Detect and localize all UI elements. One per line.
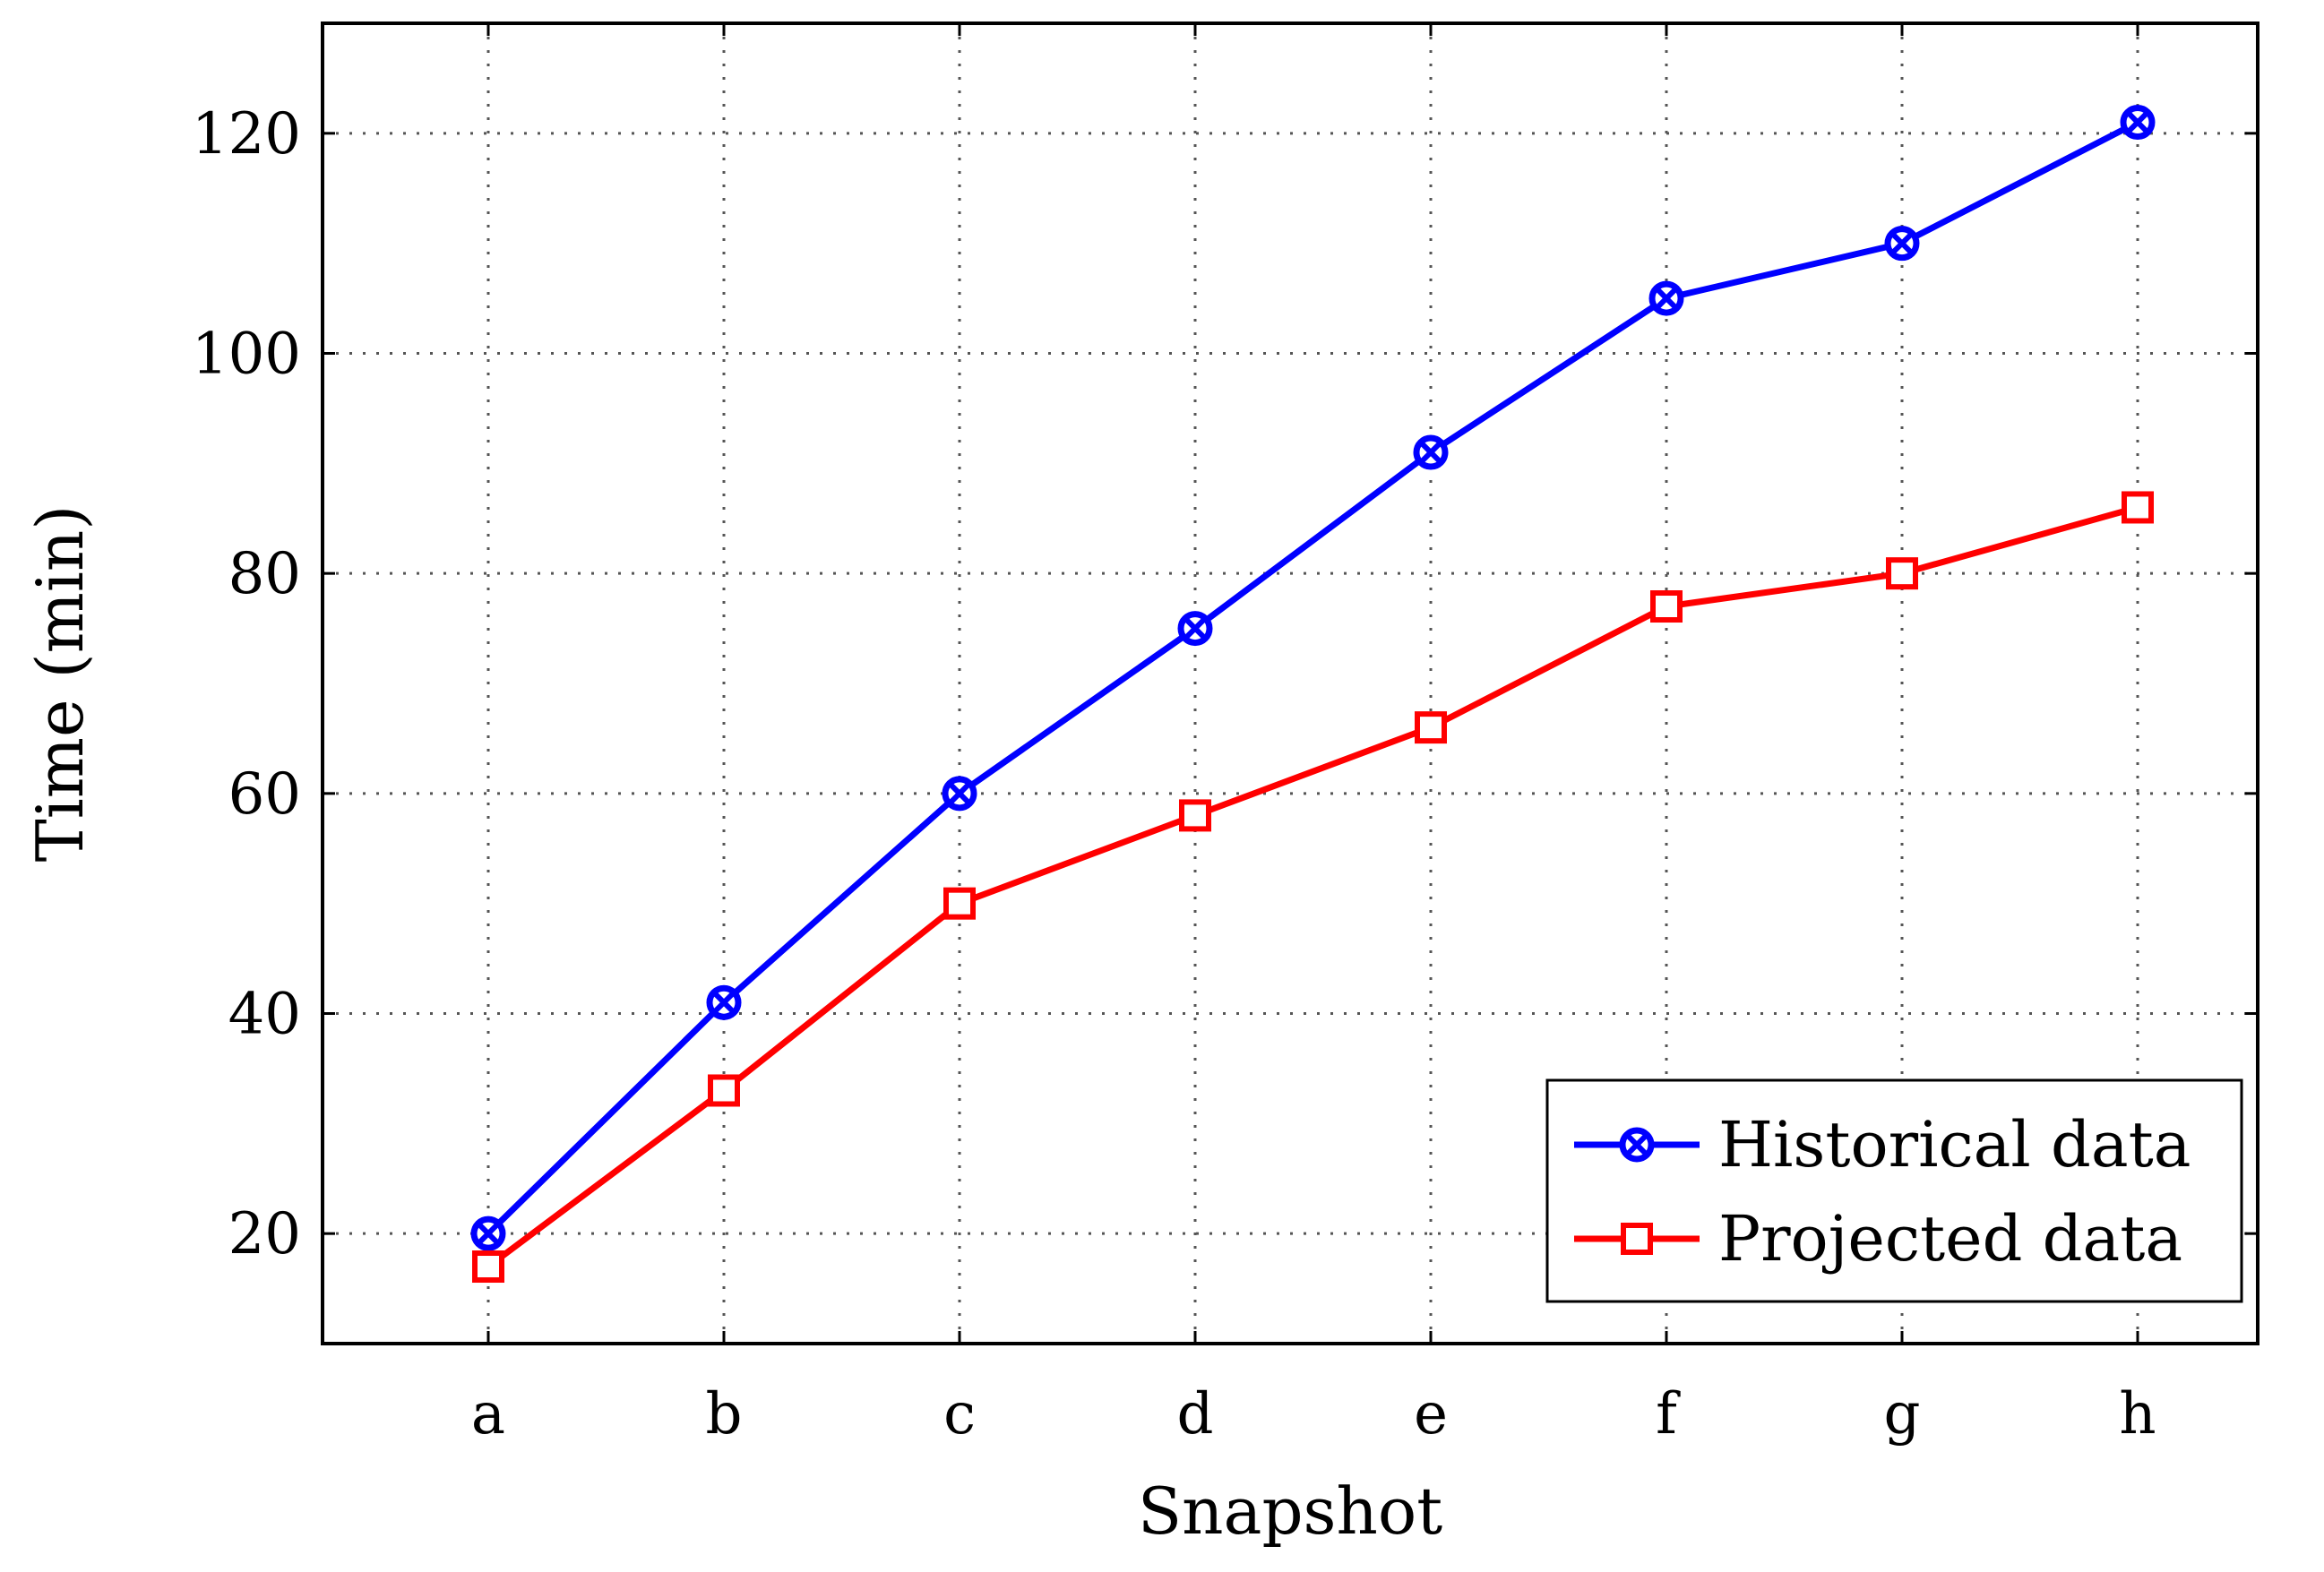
x-tick-label: b — [706, 1381, 743, 1447]
data-point — [1413, 434, 1449, 470]
data-point — [472, 1250, 504, 1284]
legend-box — [1545, 1078, 2243, 1303]
data-point — [1648, 280, 1684, 316]
legend: Historical data Projected data — [1545, 1078, 2243, 1303]
series-line — [486, 119, 2139, 1236]
data-point — [1650, 590, 1683, 623]
data-point — [470, 1216, 506, 1251]
data-point — [943, 887, 976, 920]
y-tick-label: 60 — [228, 761, 301, 828]
legend-marker — [1619, 1127, 1655, 1163]
y-tick-label: 100 — [192, 322, 301, 388]
x-tick-label: a — [471, 1381, 505, 1447]
legend-marker — [1621, 1223, 1653, 1255]
data-point — [708, 1074, 740, 1107]
series-layer — [470, 105, 2156, 1284]
legend-entry: Projected data — [1574, 1202, 2182, 1276]
x-tick-label: e — [1414, 1381, 1448, 1447]
plot-area-frame — [321, 21, 2259, 1345]
axis-ticks — [323, 23, 2258, 1344]
data-point — [942, 776, 977, 812]
data-point — [1886, 557, 1918, 590]
series-2 — [472, 491, 2154, 1284]
y-tick-label: 40 — [228, 982, 301, 1048]
y-tick-labels: 20 40 60 80 100 120 — [192, 101, 301, 1267]
data-point — [1179, 799, 1211, 832]
y-tick-label: 120 — [192, 101, 301, 168]
legend-label: Historical data — [1718, 1108, 2191, 1181]
series-line — [486, 504, 2139, 1269]
x-tick-label: g — [1884, 1381, 1921, 1447]
data-point — [1884, 226, 1920, 262]
data-point — [1415, 711, 1447, 744]
x-tick-label: f — [1656, 1381, 1681, 1447]
data-point — [1177, 611, 1213, 647]
x-tick-label: d — [1177, 1381, 1214, 1447]
grid-lines — [323, 23, 2258, 1344]
x-axis-title: Snapshot — [1138, 1473, 1442, 1549]
legend-label: Projected data — [1718, 1202, 2182, 1276]
legend-entry: Historical data — [1574, 1108, 2191, 1181]
y-axis-title: Time (min) — [22, 505, 98, 863]
data-point — [2120, 105, 2156, 141]
data-point — [2122, 491, 2154, 524]
data-point — [706, 984, 742, 1020]
y-tick-label: 80 — [228, 541, 301, 607]
x-tick-label: h — [2119, 1381, 2156, 1447]
y-tick-label: 20 — [228, 1201, 301, 1267]
series-1 — [470, 105, 2156, 1251]
x-tick-labels: a b c d e f g h — [471, 1381, 2156, 1447]
x-tick-label: c — [943, 1381, 976, 1447]
